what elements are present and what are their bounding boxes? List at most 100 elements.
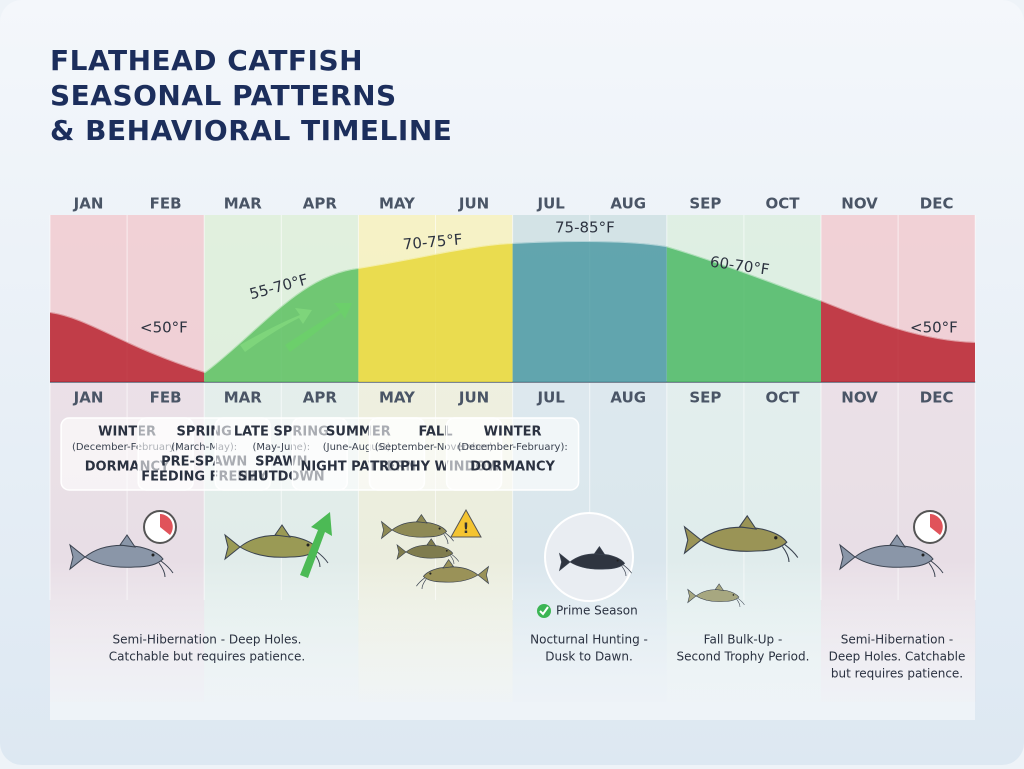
month-label: NOV xyxy=(841,195,878,213)
month-label: JAN xyxy=(73,195,104,213)
fish-eye xyxy=(616,559,619,562)
season-card xyxy=(445,417,580,491)
month-label: JUN xyxy=(458,195,489,213)
month-label: DEC xyxy=(920,389,954,407)
badge-label: Prime Season xyxy=(556,604,638,618)
fish-icon xyxy=(687,583,745,608)
note-line: Deep Holes. Catchable xyxy=(829,650,966,664)
fish-tail xyxy=(69,543,86,571)
month-label: FEB xyxy=(150,195,182,213)
month-label: FEB xyxy=(150,389,182,407)
fish-icon xyxy=(396,538,460,565)
title-line: FLATHEAD CATFISH xyxy=(50,44,363,77)
month-label: MAR xyxy=(224,389,263,407)
fish-icon xyxy=(558,545,632,577)
month-label: AUG xyxy=(610,195,646,213)
note-line: Semi-Hibernation - Deep Holes. xyxy=(113,633,302,647)
month-label: AUG xyxy=(610,389,646,407)
season-range: (June-August): xyxy=(323,442,394,453)
month-label: SEP xyxy=(689,195,721,213)
fish-tail xyxy=(396,544,407,560)
fish-tail xyxy=(224,533,241,561)
note-line: Semi-Hibernation - xyxy=(841,633,954,647)
note-line: but requires patience. xyxy=(831,667,963,681)
temperature-label: 75-85°F xyxy=(555,219,615,237)
clock-wedge xyxy=(160,514,173,535)
month-label: SEP xyxy=(689,389,721,407)
clock-wedge xyxy=(930,514,943,535)
month-label: MAR xyxy=(224,195,263,213)
season-range: (March-May): xyxy=(171,442,237,453)
month-label: APR xyxy=(303,195,338,213)
fish-icon xyxy=(69,534,174,578)
fish-tail xyxy=(477,565,490,585)
season-range: (December-February): xyxy=(72,442,182,453)
season-range: (September-November): xyxy=(375,442,496,453)
month-label: JUN xyxy=(458,389,489,407)
season-range: (December-February): xyxy=(457,442,567,453)
arrow xyxy=(285,303,352,352)
arrow xyxy=(240,308,312,352)
growth-arrow xyxy=(300,512,332,578)
fish-barbel xyxy=(781,543,799,563)
month-label: JAN xyxy=(73,389,104,407)
month-label: MAY xyxy=(379,389,416,407)
fish-barbel xyxy=(416,577,427,590)
fish-eye xyxy=(921,553,925,557)
month-label: NOV xyxy=(841,389,878,407)
temperature-label: <50°F xyxy=(140,319,188,337)
season-behavior: DORMANCY xyxy=(470,460,555,475)
fish-icon xyxy=(380,513,454,545)
fish-eye xyxy=(438,527,441,530)
fish-eye xyxy=(445,549,448,552)
month-label: MAY xyxy=(379,195,416,213)
fish-fin xyxy=(593,545,606,556)
fish-body xyxy=(700,526,788,552)
fish-tail xyxy=(380,520,393,540)
fish-fin xyxy=(442,558,455,569)
note-line: Nocturnal Hunting - xyxy=(530,633,648,647)
temperature-fill xyxy=(512,241,667,382)
fish-fin xyxy=(274,524,292,538)
month-label: OCT xyxy=(765,389,800,407)
fish-barbel xyxy=(158,560,174,578)
fish-eye xyxy=(151,553,155,557)
fish-eye xyxy=(732,594,735,596)
fish-fin xyxy=(119,534,137,548)
note-line: Second Trophy Period. xyxy=(677,650,810,664)
fish-fin xyxy=(426,538,437,547)
note-line: Dusk to Dawn. xyxy=(545,650,633,664)
fish-fin xyxy=(714,583,725,591)
month-label: OCT xyxy=(765,195,800,213)
fish-icon xyxy=(416,558,490,590)
badge-tick xyxy=(539,606,549,616)
note-line: Fall Bulk-Up - xyxy=(704,633,783,647)
fish-icon xyxy=(224,524,329,568)
fish-tail xyxy=(558,552,571,572)
fish-barbel xyxy=(450,554,460,565)
temperature-fill xyxy=(358,241,513,382)
fish-fin xyxy=(738,514,758,530)
fish-barbel xyxy=(736,597,745,608)
warning-mark: ! xyxy=(463,521,469,537)
season-name: WINTER xyxy=(484,425,542,440)
warning-icon xyxy=(450,508,482,538)
fish-eye xyxy=(429,572,432,575)
fish-tail xyxy=(687,588,697,604)
fish-tail xyxy=(839,543,856,571)
title-line: SEASONAL PATTERNS xyxy=(50,79,397,112)
month-label: JUL xyxy=(536,389,565,407)
fish-icon xyxy=(683,514,799,563)
season-range: (May-June): xyxy=(252,442,310,453)
fish-barbel xyxy=(928,560,944,578)
month-label: JUL xyxy=(536,195,565,213)
month-label: APR xyxy=(303,389,338,407)
month-label: DEC xyxy=(920,195,954,213)
fade xyxy=(50,560,975,720)
fish-tail xyxy=(683,525,702,555)
title-line: & BEHAVIORAL TIMELINE xyxy=(50,114,452,147)
fish-fin xyxy=(889,534,907,548)
fish-eye xyxy=(774,536,778,540)
temperature-label: <50°F xyxy=(910,319,958,337)
